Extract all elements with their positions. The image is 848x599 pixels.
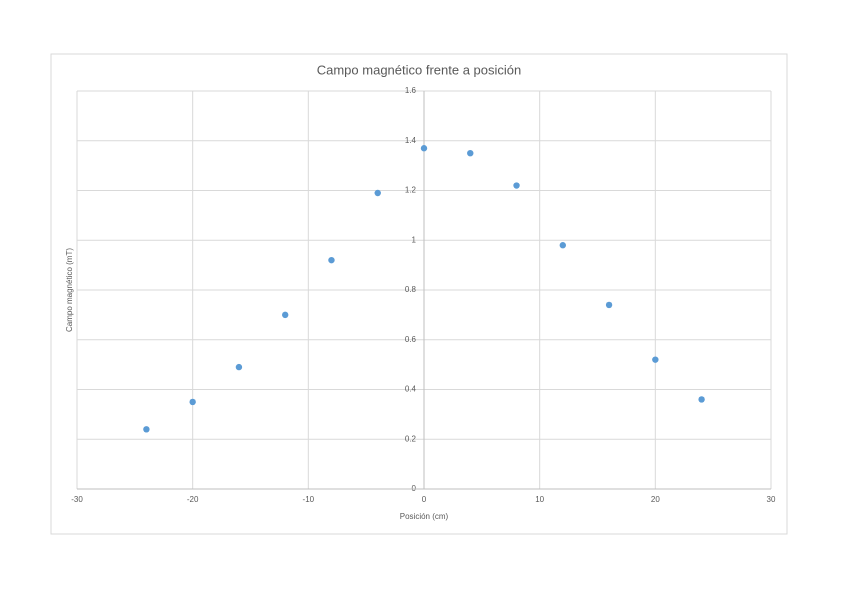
x-tick-label: 0 [422,495,427,504]
point [189,398,196,406]
y-tick-label: 0.6 [405,335,417,344]
chart-area [50,53,788,535]
point [374,189,381,197]
x-tick-label: 30 [767,495,776,504]
point [420,145,428,152]
x-tick-label: -30 [71,495,83,504]
chart-title: Campo magnético frente a posición [317,62,522,77]
x-tick-label: -20 [187,495,199,504]
x-tick-label: -10 [303,495,315,504]
x-axis-label: Posición (cm) [400,512,449,521]
point [513,182,520,189]
point [605,301,613,309]
point [698,396,705,403]
point [143,426,150,433]
y-tick-label: 1 [412,235,417,244]
x-tick-label: 10 [535,495,544,504]
point [328,256,335,264]
point [235,363,243,371]
y-tick-label: 0.8 [405,285,417,294]
y-tick-label: 0.2 [405,434,417,443]
point [652,356,659,363]
point [467,149,474,157]
point [559,242,566,249]
y-tick-label: 1.2 [405,186,417,195]
y-tick-label: 1.4 [405,136,417,145]
x-tick-label: 20 [651,495,660,504]
y-axis-label: Campo magnético (mT) [65,248,74,332]
y-tick-label: 0.4 [405,385,417,394]
point [282,311,289,319]
y-tick-label: 1.6 [405,86,417,95]
